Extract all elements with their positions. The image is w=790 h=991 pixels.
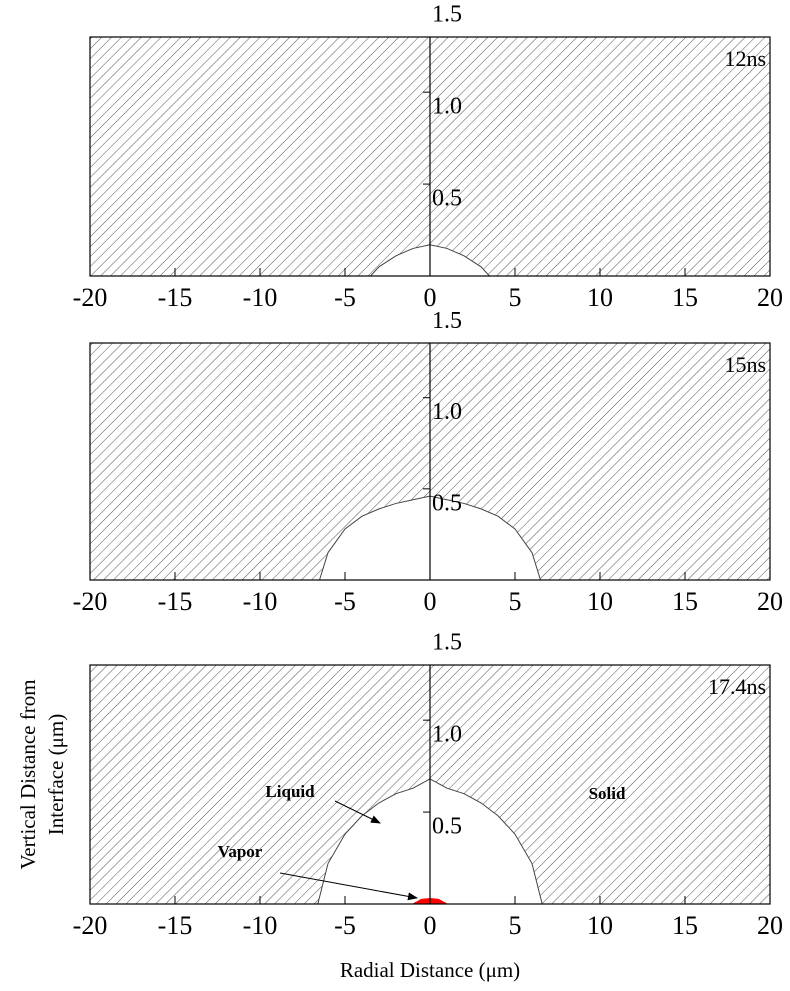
annotation: Solid	[589, 784, 626, 803]
x-tick-label: -20	[73, 283, 108, 312]
x-tick-label: -5	[334, 587, 356, 616]
y-tick-label: 0.5	[432, 814, 462, 840]
x-tick-label: -20	[73, 587, 108, 616]
x-tick-label: -15	[158, 587, 193, 616]
x-tick-label: -10	[243, 283, 278, 312]
annotation: Vapor	[218, 842, 263, 861]
x-tick-label: 10	[587, 587, 613, 616]
x-tick-label: -15	[158, 911, 193, 940]
x-tick-label: -10	[243, 587, 278, 616]
y-tick-label: 1.0	[432, 399, 462, 425]
x-tick-label: -15	[158, 283, 193, 312]
x-tick-label: 5	[509, 283, 522, 312]
x-tick-label: 20	[757, 587, 783, 616]
x-tick-label: 20	[757, 911, 783, 940]
x-tick-label: -20	[73, 911, 108, 940]
y-tick-label: 0.5	[432, 186, 462, 212]
y-tick-label: 0.5	[432, 490, 462, 516]
chart: -20 -15 -10 -5 0 5 10 15 20 0.5 1.0 1.5 12ns -20 -15 -1…	[0, 0, 790, 991]
x-tick-label: 15	[672, 587, 698, 616]
y-axis-title: Interface (μm)	[44, 714, 68, 835]
x-tick-label: -5	[334, 911, 356, 940]
x-tick-label: 20	[757, 283, 783, 312]
x-tick-label: 10	[587, 911, 613, 940]
time-label: 15ns	[724, 352, 766, 377]
y-tick-label: 1.0	[432, 722, 462, 748]
y-tick-label: 1.5	[432, 630, 462, 656]
x-tick-label: -5	[334, 283, 356, 312]
y-tick-label: 1.0	[432, 94, 462, 120]
time-label: 12ns	[724, 46, 766, 71]
time-label: 17.4ns	[708, 674, 766, 699]
y-axis-title: Vertical Distance from	[16, 679, 40, 869]
x-tick-label: 10	[587, 283, 613, 312]
x-tick-label: 0	[424, 587, 437, 616]
x-tick-label: 5	[509, 911, 522, 940]
x-tick-label: 0	[424, 911, 437, 940]
x-tick-label: 5	[509, 587, 522, 616]
annotation: Liquid	[265, 782, 315, 801]
y-tick-label: 1.5	[432, 308, 462, 334]
x-tick-label: 15	[672, 911, 698, 940]
x-tick-label: -10	[243, 911, 278, 940]
x-axis-title: Radial Distance (μm)	[340, 958, 520, 982]
y-tick-label: 1.5	[432, 2, 462, 28]
x-tick-label: 15	[672, 283, 698, 312]
